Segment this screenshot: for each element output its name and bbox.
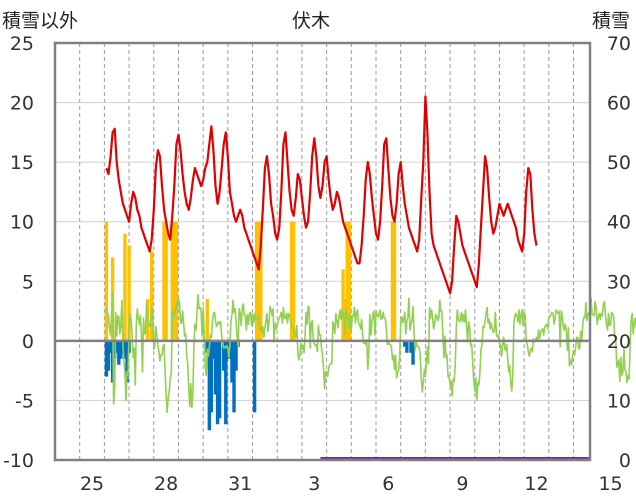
axes	[53, 41, 592, 462]
negative_bars-bar	[211, 340, 216, 359]
right-axis-title: 積雪	[592, 10, 630, 32]
negative_bars-bar	[119, 340, 123, 359]
negative_bars-bar	[108, 340, 113, 353]
plot-frame	[53, 41, 592, 462]
negative_bars-bar	[411, 340, 415, 365]
x-tick-label: 15	[598, 473, 622, 495]
x-tick-label: 12	[524, 473, 548, 495]
right-tick-label: 30	[607, 271, 631, 293]
precipitation-bar	[174, 221, 179, 341]
negative_bars-bar	[409, 340, 413, 353]
left-tick-label: 25	[10, 33, 34, 55]
negative_bars-bar	[252, 340, 257, 413]
negative_bars-bar	[205, 340, 209, 353]
precipitation-bar	[104, 221, 109, 341]
x-tick-label: 25	[80, 473, 104, 495]
chart-title: 伏木	[292, 10, 330, 32]
precipitation-bar	[291, 221, 296, 341]
right-tick-label: 40	[607, 212, 631, 234]
precipitation-bar	[170, 221, 174, 341]
negative_bars-bar	[104, 340, 109, 377]
left-tick-label: 20	[10, 93, 34, 115]
wind_speed-line	[105, 292, 636, 414]
precipitation-bar	[127, 245, 131, 341]
negative_bars-bar	[224, 340, 228, 425]
negative_bars-bar	[403, 340, 407, 347]
negative_bars-bar	[117, 340, 121, 365]
precipitation-bar	[341, 269, 345, 341]
x-tick-label: 31	[228, 473, 252, 495]
right-tick-label: 60	[607, 93, 631, 115]
grid-lines	[55, 42, 590, 461]
x-tick-label: 28	[154, 473, 178, 495]
negative_bars-bar	[209, 340, 214, 413]
negative_bars-bar	[106, 340, 111, 371]
negative_bars-bar	[115, 340, 119, 353]
left-tick-label: 5	[22, 271, 34, 293]
precipitation-bar	[164, 221, 168, 341]
temperature-line	[105, 95, 538, 295]
line-series	[105, 95, 636, 414]
precipitation-bar	[172, 221, 177, 341]
left-tick-label: 10	[10, 212, 34, 234]
x-tick-label: 9	[456, 473, 468, 495]
precipitation-bar	[150, 251, 154, 341]
left-tick-label: -5	[15, 390, 34, 412]
left-axis-title: 積雪以外	[2, 10, 78, 32]
negative_bars-bar	[213, 340, 218, 395]
precipitation-bar	[205, 299, 209, 341]
negative_bars-bar	[207, 340, 212, 431]
right-tick-label: 0	[619, 450, 631, 472]
negative_bars-bar	[215, 340, 220, 425]
x-tick-label: 3	[308, 473, 320, 495]
precipitation-bar	[392, 221, 397, 341]
negative_bars-bar	[222, 340, 226, 371]
left-tick-label: 0	[22, 331, 34, 353]
left-tick-label: -10	[3, 450, 34, 472]
negative_bars-bar	[234, 340, 238, 371]
precipitation-bar	[123, 233, 127, 341]
precipitation-bar	[347, 221, 351, 341]
precipitation-bar	[390, 221, 395, 341]
precipitation-bar	[162, 221, 166, 341]
right-tick-label: 70	[607, 33, 631, 55]
precipitation-bar	[345, 221, 349, 341]
negative_bars-bar	[232, 340, 236, 413]
negative_bars-bar	[405, 340, 409, 353]
precipitation-bar	[259, 221, 263, 341]
precipitation-bar	[257, 221, 261, 341]
precipitation-bar	[289, 221, 294, 341]
negative_bars-bar	[230, 340, 234, 383]
negative_bars-bar	[123, 340, 127, 359]
right-tick-label: 20	[607, 331, 631, 353]
precipitation-bar	[254, 221, 259, 341]
right-tick-label: 50	[607, 152, 631, 174]
negative_bars-bar	[217, 340, 222, 419]
negative_bars-bar	[125, 340, 129, 383]
left-tick-label: 15	[10, 152, 34, 174]
right-tick-label: 10	[607, 390, 631, 412]
x-tick-label: 6	[382, 473, 394, 495]
